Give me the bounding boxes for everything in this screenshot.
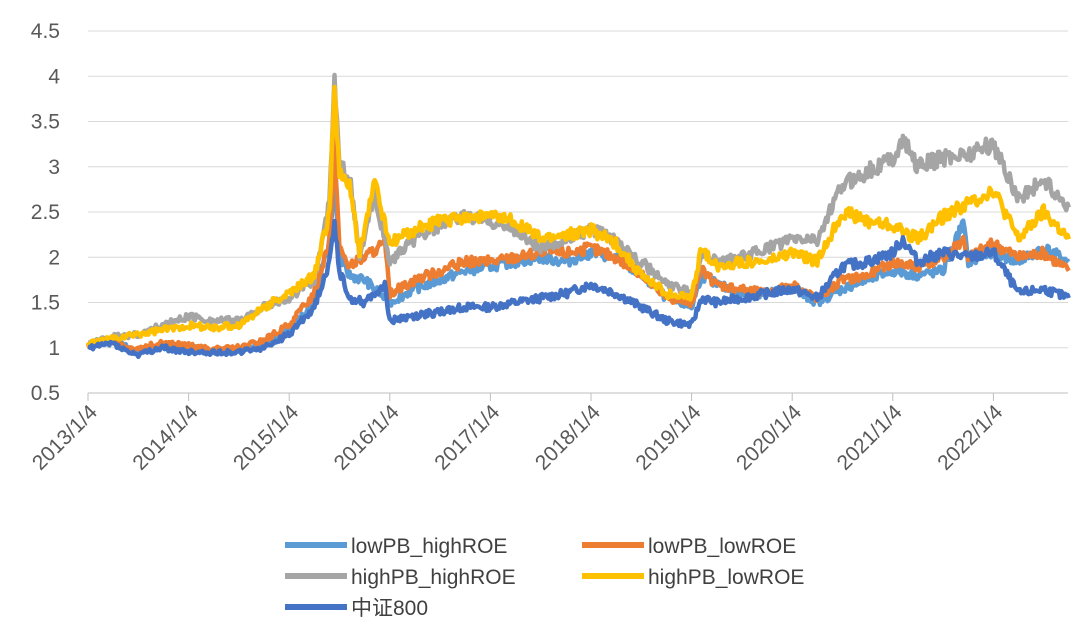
- y-axis: 0.5 1 1.5 2 2.5 3 3.5 4 4.5: [31, 20, 61, 405]
- x-tick-label: 2018/1/4: [531, 400, 605, 474]
- series-line-highPB_lowROE: [85, 84, 1071, 348]
- y-tick-label: 1.5: [31, 292, 60, 315]
- y-tick-label: 4.5: [31, 20, 60, 43]
- x-tick-label: 2017/1/4: [430, 400, 504, 474]
- series-line-中证800: [87, 218, 1071, 360]
- x-tick-label: 2020/1/4: [732, 400, 806, 474]
- legend-label: highPB_highROE: [351, 566, 516, 589]
- legend-label: lowPB_lowROE: [648, 535, 796, 558]
- series-lines: [85, 72, 1071, 360]
- series-line-lowPB_lowROE: [85, 130, 1071, 355]
- y-tick-label: 0.5: [31, 382, 60, 405]
- x-tick-label: 2021/1/4: [833, 400, 907, 474]
- legend: lowPB_highROE lowPB_lowROE highPB_highROE h…: [285, 535, 804, 620]
- y-tick-label: 4: [48, 65, 60, 88]
- legend-label: highPB_lowROE: [648, 566, 804, 589]
- y-tick-label: 1: [48, 337, 60, 360]
- x-axis: 2013/1/4 2014/1/4 2015/1/4 2016/1/4 2017/1/4…: [28, 392, 1068, 475]
- y-tick-label: 3: [48, 156, 60, 179]
- x-tick-label: 2022/1/4: [933, 400, 1007, 474]
- x-tick-label: 2014/1/4: [128, 400, 202, 474]
- x-tick-label: 2015/1/4: [229, 400, 303, 474]
- x-tick-label: 2013/1/4: [28, 400, 102, 474]
- y-tick-label: 2.5: [31, 201, 60, 224]
- legend-label: 中证800: [351, 597, 428, 620]
- legend-label: lowPB_highROE: [351, 535, 507, 558]
- y-tick-label: 2: [48, 246, 60, 269]
- series-line-highPB_highROE: [87, 72, 1071, 347]
- y-tick-label: 3.5: [31, 111, 60, 134]
- x-tick-label: 2019/1/4: [631, 400, 705, 474]
- x-tick-label: 2016/1/4: [330, 400, 404, 474]
- gridlines: [88, 30, 1068, 394]
